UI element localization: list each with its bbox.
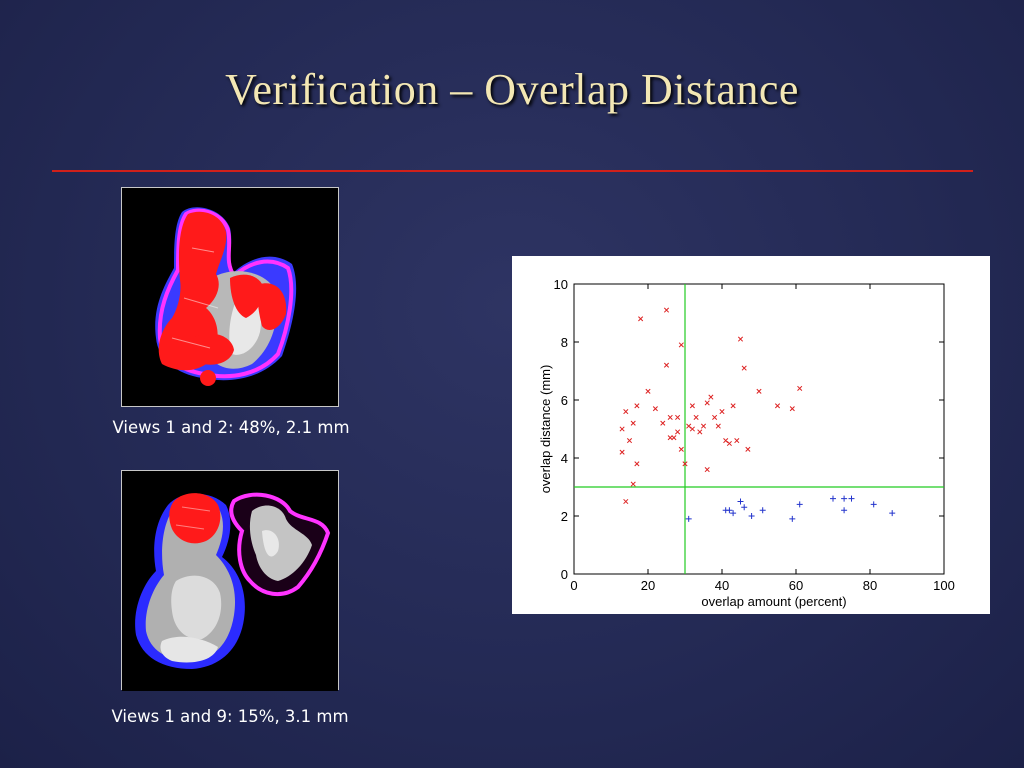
- plus-marker-point: [841, 495, 848, 502]
- x-marker-point: [663, 362, 670, 368]
- x-marker-point: [623, 498, 629, 505]
- x-marker-point: [682, 461, 688, 467]
- x-marker-point: [619, 426, 625, 432]
- x-tick-label: 0: [570, 578, 577, 593]
- x-marker-point: [619, 449, 625, 455]
- x-marker-point: [708, 394, 714, 400]
- y-tick-label: 10: [554, 277, 568, 292]
- x-marker-point: [756, 388, 762, 394]
- 3d-surface-overlay-render-icon: [122, 471, 338, 691]
- plus-marker-point: [741, 504, 748, 511]
- x-marker-point: [734, 438, 740, 444]
- x-marker-point: [730, 403, 736, 409]
- plus-marker-point: [759, 507, 766, 514]
- plus-marker-point: [870, 501, 877, 508]
- x-marker-point: [630, 481, 636, 487]
- x-tick-label: 60: [789, 578, 803, 593]
- plus-marker-point: [841, 507, 848, 514]
- x-marker-point: [697, 429, 703, 435]
- plus-marker-point: [737, 498, 744, 505]
- scatter-plot-panel: 0 20 40 60 80 100 0 2 4 6 8 10 overlap amount (perc…: [512, 256, 990, 614]
- plot-axes-box: [573, 283, 945, 575]
- x-marker-point: [689, 426, 695, 432]
- x-marker-point: [712, 414, 718, 420]
- y-tick-label: 0: [561, 567, 568, 582]
- plus-marker-point: [830, 495, 836, 502]
- x-marker-point: [797, 385, 803, 391]
- plus-marker-point: [748, 513, 755, 519]
- y-tick-label: 2: [561, 509, 568, 524]
- x-marker-point: [634, 403, 640, 409]
- x-marker-point: [638, 316, 644, 322]
- x-marker-point: [715, 423, 721, 429]
- x-marker-point: [737, 336, 744, 342]
- title-divider: [52, 170, 973, 172]
- x-marker-point: [652, 406, 658, 412]
- series-plus-markers: [685, 495, 896, 522]
- plus-marker-point: [685, 515, 692, 522]
- scatter-plot: 0 20 40 60 80 100 0 2 4 6 8 10 overlap amount (perc…: [512, 256, 990, 614]
- x-marker-point: [678, 446, 684, 452]
- plus-marker-point: [848, 495, 855, 502]
- x-marker-point: [645, 388, 651, 394]
- plus-marker-point: [730, 510, 737, 517]
- x-marker-point: [675, 429, 681, 435]
- x-marker-point: [630, 420, 636, 426]
- x-marker-point: [774, 403, 781, 409]
- x-marker-point: [678, 342, 684, 348]
- render-image-views-1-9: [121, 470, 339, 691]
- x-marker-point: [745, 446, 751, 452]
- 3d-surface-overlay-render-icon: [122, 188, 338, 406]
- render-image-views-1-2: [121, 187, 339, 407]
- x-marker-point: [663, 307, 670, 313]
- x-marker-point: [726, 440, 732, 447]
- y-tick-label: 8: [561, 335, 568, 350]
- plus-marker-point: [889, 510, 896, 517]
- x-marker-point: [693, 414, 699, 420]
- x-marker-point: [789, 406, 795, 412]
- x-marker-point: [671, 435, 677, 441]
- figure-caption: Views 1 and 9: 15%, 3.1 mm: [111, 707, 349, 726]
- slide-title: Verification – Overlap Distance: [225, 65, 799, 114]
- x-axis-label: overlap amount (percent): [701, 594, 846, 609]
- figure-caption: Views 1 and 2: 48%, 2.1 mm: [112, 418, 350, 437]
- x-marker-point: [623, 409, 629, 415]
- x-marker-point: [626, 438, 633, 444]
- x-tick-label: 20: [641, 578, 655, 593]
- x-marker-point: [704, 400, 710, 406]
- y-tick-label: 6: [561, 393, 568, 408]
- plus-marker-point: [789, 515, 796, 522]
- x-marker-point: [667, 414, 673, 420]
- x-marker-point: [667, 435, 673, 441]
- plus-marker-point: [796, 501, 803, 508]
- x-marker-point: [660, 420, 666, 426]
- x-tick-label: 100: [933, 578, 955, 593]
- plus-marker-point: [726, 507, 733, 514]
- x-tick-label: 80: [863, 578, 877, 593]
- x-marker-point: [719, 409, 725, 415]
- series-x-markers: [619, 307, 803, 505]
- x-marker-point: [634, 461, 640, 467]
- x-marker-point: [741, 365, 747, 371]
- x-marker-point: [704, 467, 710, 473]
- x-tick-label: 40: [715, 578, 729, 593]
- x-marker-point: [700, 423, 707, 429]
- y-axis-label: overlap distance (mm): [538, 365, 553, 494]
- x-marker-point: [675, 414, 681, 420]
- x-marker-point: [686, 423, 692, 429]
- x-marker-point: [689, 403, 695, 409]
- y-tick-label: 4: [561, 451, 568, 466]
- x-marker-point: [723, 438, 729, 444]
